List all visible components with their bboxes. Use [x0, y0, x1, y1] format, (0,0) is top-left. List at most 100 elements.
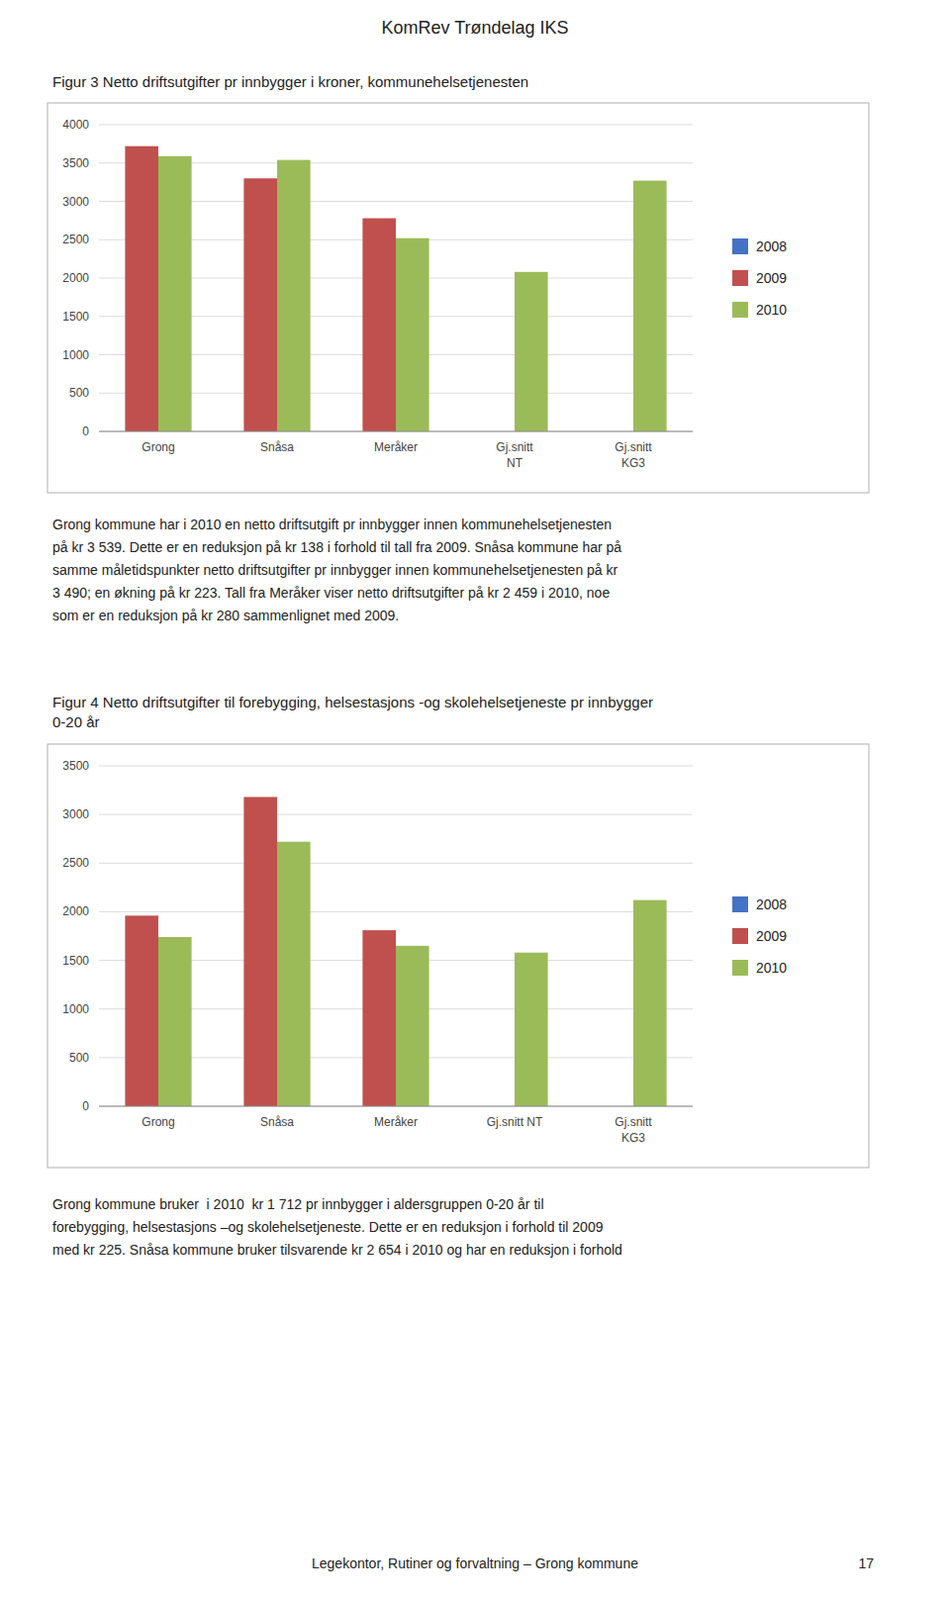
y-tick-label: 3500 — [62, 156, 90, 171]
y-tick-label: 3500 — [62, 759, 90, 773]
y-tick-label: 2000 — [62, 904, 90, 919]
y-tick-label: 500 — [69, 385, 90, 400]
text-line: NT — [506, 456, 524, 471]
body-text: Grong kommune har i 2010 en netto drifts… — [52, 516, 612, 533]
text-line: Snåsa — [260, 440, 294, 455]
y-tick-label: 2500 — [62, 232, 90, 247]
legend-swatch — [732, 301, 749, 318]
body-text: samme måletidspunkter netto driftsutgift… — [52, 562, 619, 578]
chart: Figur 4 Netto driftsutgifter til forebyg… — [47, 693, 869, 1168]
bar — [277, 842, 311, 1107]
x-tick-label: Snåsa — [260, 440, 294, 455]
bar — [362, 930, 396, 1107]
text-line: Meråker — [374, 440, 418, 455]
bar — [362, 218, 396, 432]
legend-swatch — [732, 238, 749, 255]
grid-line — [98, 1106, 693, 1108]
x-axis-line — [98, 1106, 693, 1108]
body-text: 3 490; en økning på kr 223. Tall fra Mer… — [52, 584, 610, 601]
text-line: Grong — [141, 440, 175, 455]
bar — [124, 146, 159, 432]
text-line: Gj.snitt — [614, 1115, 653, 1130]
y-tick-label: 3000 — [62, 194, 90, 209]
body-text: Grong kommune bruker i 2010 kr 1 712 pr … — [52, 1196, 545, 1213]
y-tick-label: 0 — [82, 424, 90, 439]
bar — [633, 900, 667, 1107]
x-tick-label: Meråker — [374, 1115, 418, 1130]
text-line: Figur 4 Netto driftsutgifter til forebyg… — [52, 693, 654, 711]
y-tick-label: 1000 — [62, 348, 90, 363]
bar — [158, 156, 192, 432]
x-tick-label: Gj.snitt NT — [486, 1115, 544, 1130]
text-line: Gj.snitt NT — [486, 1115, 544, 1130]
text-line: Grong — [141, 1115, 175, 1130]
bar — [633, 181, 667, 432]
bar — [124, 915, 159, 1107]
x-tick-label: Snåsa — [260, 1115, 294, 1130]
bar — [514, 952, 549, 1107]
page-title: KomRev Trøndelag IKS — [380, 17, 569, 38]
legend-label: 2008 — [756, 896, 787, 913]
body-text: med kr 225. Snåsa kommune bruker tilsvar… — [52, 1241, 623, 1258]
legend-swatch — [732, 959, 749, 976]
grid-line — [98, 814, 693, 816]
page: KomRev Trøndelag IKS Figur 3 Netto drifts… — [0, 0, 950, 1600]
body-text: på kr 3 539. Dette er en reduksjon på kr… — [52, 539, 622, 556]
bars — [124, 146, 666, 432]
x-tick-label: Grong — [141, 440, 175, 455]
chart-title: Figur 3 Netto driftsutgifter pr innbygge… — [52, 73, 529, 91]
y-tick-label: 2000 — [62, 271, 90, 285]
text-line: Gj.snitt — [495, 440, 534, 455]
legend-label: 2010 — [756, 301, 787, 318]
y-tick-label: 1500 — [62, 953, 90, 968]
text-line: KG3 — [621, 1131, 646, 1145]
legend-label: 2008 — [756, 238, 787, 255]
legend-swatch — [732, 928, 749, 945]
y-tick-label: 4000 — [62, 117, 90, 132]
bar — [277, 160, 311, 432]
footer-left: Legekontor, Rutiner og forvaltning – Gro… — [311, 1555, 639, 1572]
text-line: KG3 — [621, 456, 646, 471]
chart-title: Figur 4 Netto driftsutgifter til forebyg… — [52, 693, 654, 731]
chart-frame — [47, 102, 869, 493]
y-tick-label: 3000 — [62, 807, 90, 822]
text-line: 0-20 år — [52, 713, 100, 731]
x-tick-label: Gj.snittKG3 — [614, 1115, 653, 1145]
body-text: som er en reduksjon på kr 280 sammenlign… — [52, 607, 399, 624]
legend-label: 2009 — [756, 270, 787, 286]
body-text: forebygging, helsestasjons –og skolehels… — [52, 1219, 604, 1235]
bar — [395, 946, 430, 1107]
footer-right: 17 — [857, 1555, 874, 1572]
legend-swatch — [732, 896, 749, 913]
text-line: Gj.snitt — [614, 440, 653, 455]
text-line: Figur 3 Netto driftsutgifter pr innbygge… — [52, 73, 529, 91]
y-tick-label: 500 — [69, 1050, 90, 1065]
x-tick-label: Gj.snittKG3 — [614, 440, 653, 471]
x-tick-label: Grong — [141, 1115, 175, 1130]
bars — [124, 796, 666, 1107]
text-line: Meråker — [374, 1115, 418, 1130]
legend-swatch — [732, 270, 749, 286]
chart: Figur 3 Netto driftsutgifter pr innbygge… — [47, 73, 869, 493]
legend: 2008 2009 2010 — [732, 238, 787, 318]
legend: 2008 2009 2010 — [732, 896, 787, 976]
grid-line — [98, 124, 693, 126]
y-tick-label: 2500 — [62, 855, 90, 870]
legend-label: 2010 — [756, 959, 787, 976]
text-line: Snåsa — [260, 1115, 294, 1130]
y-tick-label: 1500 — [62, 309, 90, 324]
bar — [514, 272, 549, 432]
grid-line — [98, 862, 693, 864]
bar — [243, 178, 278, 432]
grid-line — [98, 911, 693, 913]
bar — [158, 937, 192, 1107]
x-tick-label: Meråker — [374, 440, 418, 455]
grid-line — [98, 765, 693, 767]
y-tick-label: 0 — [82, 1099, 90, 1114]
bar — [243, 796, 278, 1107]
grid-line — [98, 431, 693, 433]
chart-frame — [47, 744, 869, 1168]
bar — [395, 238, 430, 432]
legend-label: 2009 — [756, 928, 787, 945]
x-tick-label: Gj.snittNT — [495, 440, 534, 471]
